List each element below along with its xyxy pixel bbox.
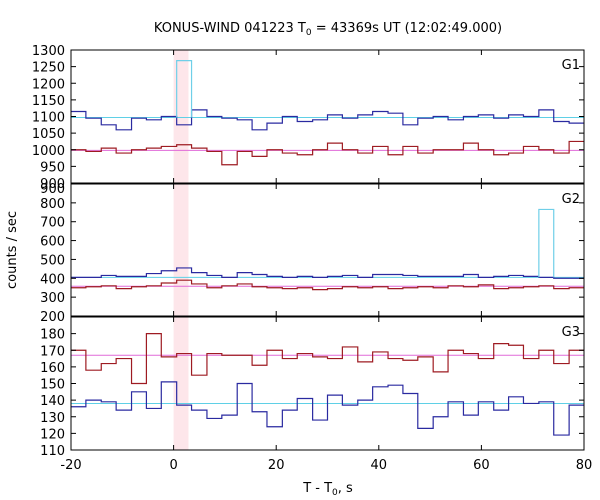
highlight-band — [173, 317, 189, 450]
background-series-line — [71, 279, 584, 291]
y-tick-label: 400 — [40, 272, 65, 287]
x-tick-label: 0 — [169, 458, 177, 473]
x-tick-label: 60 — [473, 458, 490, 473]
x-axis-label: T - T0, s — [302, 481, 353, 498]
x-axis: -20 0 20 40 60 80 — [60, 458, 592, 473]
x-tick-label: 20 — [268, 458, 285, 473]
current-series-line — [71, 381, 584, 436]
panel-label: G1 — [562, 58, 580, 73]
y-tick-label: 180 — [40, 328, 65, 343]
y-tick-label: 950 — [40, 160, 65, 175]
y-tick-label: 1150 — [32, 94, 65, 109]
panel-label: G3 — [562, 325, 580, 340]
y-tick-label: 110 — [40, 444, 65, 459]
chart-title: KONUS-WIND 041223 T0 = 43369s UT (12:02:… — [154, 21, 502, 38]
current-series-line — [71, 109, 584, 131]
background-series-line — [71, 140, 584, 166]
y-axis-label: counts / sec — [5, 211, 20, 289]
panel-frame — [70, 316, 585, 451]
y-tick-label: 130 — [40, 411, 65, 426]
panel-label: G2 — [562, 192, 580, 207]
x-tick-label: 80 — [576, 458, 593, 473]
y-tick-label: 500 — [40, 253, 65, 268]
current-series-line — [71, 267, 584, 279]
y-tick-label: 700 — [40, 216, 65, 231]
y-tick-label: 1100 — [32, 111, 65, 126]
y-tick-label: 900 — [40, 177, 65, 192]
y-tick-label: 1200 — [32, 77, 65, 92]
y-tick-label: 120 — [40, 427, 65, 442]
panels: 9009501000105011001150120012501300G12003… — [32, 44, 592, 473]
y-tick-label: 800 — [40, 197, 65, 212]
panel-frame — [70, 49, 585, 184]
burst-bin — [538, 208, 555, 278]
background-series-line — [71, 333, 584, 385]
y-tick-label: 1050 — [32, 127, 65, 142]
y-tick-label: 900 — [40, 182, 65, 197]
highlight-band — [173, 50, 189, 183]
y-tick-label: 200 — [40, 310, 65, 325]
highlight-band — [173, 184, 189, 316]
y-tick-label: 1250 — [32, 61, 65, 76]
y-tick-label: 160 — [40, 361, 65, 376]
y-tick-label: 150 — [40, 378, 65, 393]
y-tick-label: 170 — [40, 344, 65, 359]
y-tick-label: 140 — [40, 394, 65, 409]
y-tick-label: 1000 — [32, 144, 65, 159]
panel-frame — [70, 183, 585, 317]
y-tick-label: 300 — [40, 291, 65, 306]
x-tick-label: -20 — [60, 458, 81, 473]
burst-bin — [176, 60, 193, 118]
x-tick-label: 40 — [371, 458, 388, 473]
y-tick-label: 1300 — [32, 44, 65, 59]
y-tick-label: 600 — [40, 235, 65, 250]
